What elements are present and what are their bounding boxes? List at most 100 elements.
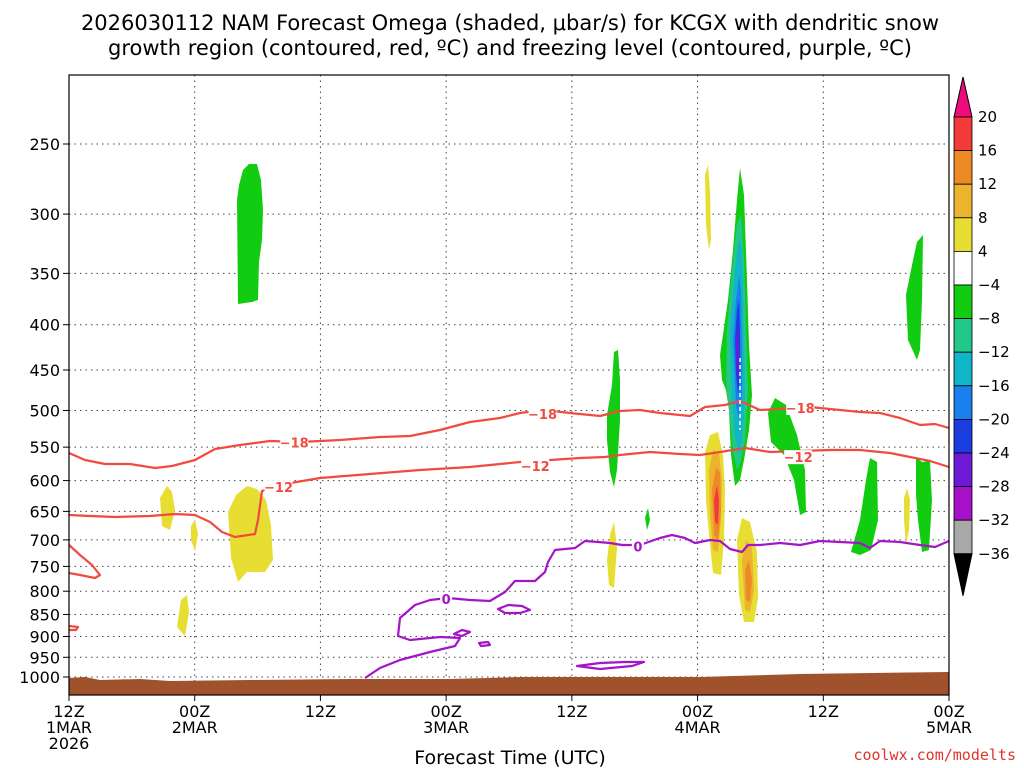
contour-label-bg [786, 400, 815, 415]
x-tick-label: 2026 [49, 734, 90, 753]
x-tick-label: 00Z [430, 702, 461, 721]
dgz-contour-small [68, 624, 80, 632]
contour-label: −12 [264, 481, 293, 496]
omega-shading [160, 164, 932, 636]
credit-text: coolwx.com/modelts [853, 746, 1016, 764]
contour-label-bg [528, 407, 557, 422]
contour-label-bg [521, 458, 550, 473]
omega-region-purple [736, 322, 739, 382]
x-tick-label: 12Z [305, 702, 336, 721]
y-tick-label: 550 [29, 438, 60, 457]
terrain-ground [69, 672, 949, 695]
colorbar-swatch [953, 217, 973, 252]
x-tick-label: 12Z [556, 702, 587, 721]
contour-label-bg [280, 435, 309, 450]
omega-region-red-core [714, 485, 719, 525]
colorbar-label: −4 [978, 276, 1000, 294]
plot-area: −18 −18 −18 −12 −12 −12 0 0 [68, 74, 950, 696]
freezing-level-contours [364, 533, 950, 679]
freezing-contour-main [364, 533, 950, 679]
y-tick-label: 450 [29, 361, 60, 380]
colorbar-label: −36 [978, 545, 1010, 563]
plot-background [69, 75, 949, 695]
colorbar-label: 8 [978, 209, 988, 227]
y-tick-label: 500 [29, 402, 60, 421]
y-tick-label: 750 [29, 557, 60, 576]
colorbar-bottom-arrow [953, 553, 973, 596]
contour-labels: −18 −18 −18 −12 −12 −12 0 0 [264, 400, 815, 608]
contour-label: −18 [528, 408, 557, 423]
colorbar-label: −20 [978, 410, 1010, 428]
contour-label: 0 [633, 540, 642, 555]
colorbar-swatch [953, 351, 973, 387]
colorbar-swatch [953, 452, 973, 487]
grid-lines [69, 75, 949, 695]
omega-region-orange-2 [745, 560, 752, 602]
omega-region-green-7 [916, 457, 932, 552]
y-tick-label: 700 [29, 531, 60, 550]
omega-region-green-1 [237, 164, 263, 304]
y-tick-label: 250 [29, 135, 60, 154]
colorbar-label: −16 [978, 377, 1010, 395]
y-tick-label: 600 [29, 472, 60, 491]
colorbar-swatch [953, 250, 973, 286]
colorbar-swatch [953, 486, 973, 521]
contour-label: 0 [442, 593, 451, 608]
colorbar-swatch [953, 183, 973, 219]
omega-region-yellow-5 [607, 522, 617, 588]
y-tick-label: 300 [29, 205, 60, 224]
x-tick-label: 4MAR [675, 718, 721, 737]
freezing-contour-loop-1 [496, 603, 532, 615]
y-tick-label: 350 [29, 264, 60, 283]
y-tick-label: 650 [29, 502, 60, 521]
omega-region-yellow-6 [705, 165, 711, 250]
colorbar-swatch [953, 116, 973, 151]
dgz-contour-lower-wiggle [68, 544, 102, 580]
y-tick-label: 850 [29, 606, 60, 625]
y-tick-label: 1000 [19, 668, 60, 687]
freezing-contour-loop-2 [452, 628, 472, 638]
freezing-contour-loop-3 [477, 640, 492, 648]
y-tick-label: 400 [29, 316, 60, 335]
dgz-contour-minus18 [68, 399, 950, 470]
x-tick-label: 00Z [179, 702, 210, 721]
colorbar-label: −12 [978, 343, 1010, 361]
contour-label-bg [440, 591, 453, 606]
colorbar-swatch [953, 284, 973, 319]
omega-region-yellow-1 [160, 486, 175, 530]
y-tick-label: 900 [29, 627, 60, 646]
omega-region-yellow-2 [191, 520, 198, 551]
omega-region-green-8 [645, 508, 650, 530]
y-tick-label: 950 [29, 648, 60, 667]
omega-region-yellow-9 [904, 488, 910, 545]
colorbar-swatch [953, 519, 973, 555]
omega-region-yellow-4 [177, 595, 189, 636]
plot-frame [68, 74, 950, 696]
freezing-contour-loop-4 [575, 660, 646, 671]
contour-label: −18 [280, 437, 309, 452]
colorbar-label: −28 [978, 478, 1010, 496]
colorbar-swatch [953, 385, 973, 420]
contour-label-bg [631, 539, 644, 554]
colorbar-swatch [953, 418, 973, 454]
x-tick-label: 12Z [53, 702, 84, 721]
colorbar-swatch [953, 150, 973, 185]
omega-region-green-5 [851, 458, 878, 555]
x-tick-label: 5MAR [926, 718, 972, 737]
x-tick-label: 12Z [808, 702, 839, 721]
contour-label-bg [784, 450, 813, 465]
colorbar-label: −8 [978, 310, 1000, 328]
x-tick-label: 00Z [933, 702, 964, 721]
x-axis-label: Forecast Time (UTC) [414, 747, 605, 768]
colorbar-label: −32 [978, 511, 1010, 529]
contour-label: −12 [521, 460, 550, 475]
contour-label-bg [264, 480, 293, 495]
colorbar-swatch [953, 318, 973, 353]
colorbar-label: −24 [978, 444, 1010, 462]
contour-label: −18 [786, 402, 815, 417]
x-tick-label: 3MAR [423, 718, 469, 737]
omega-region-green-6 [906, 235, 923, 360]
chart-title-line-2: growth region (contoured, red, ºC) and f… [108, 36, 912, 60]
